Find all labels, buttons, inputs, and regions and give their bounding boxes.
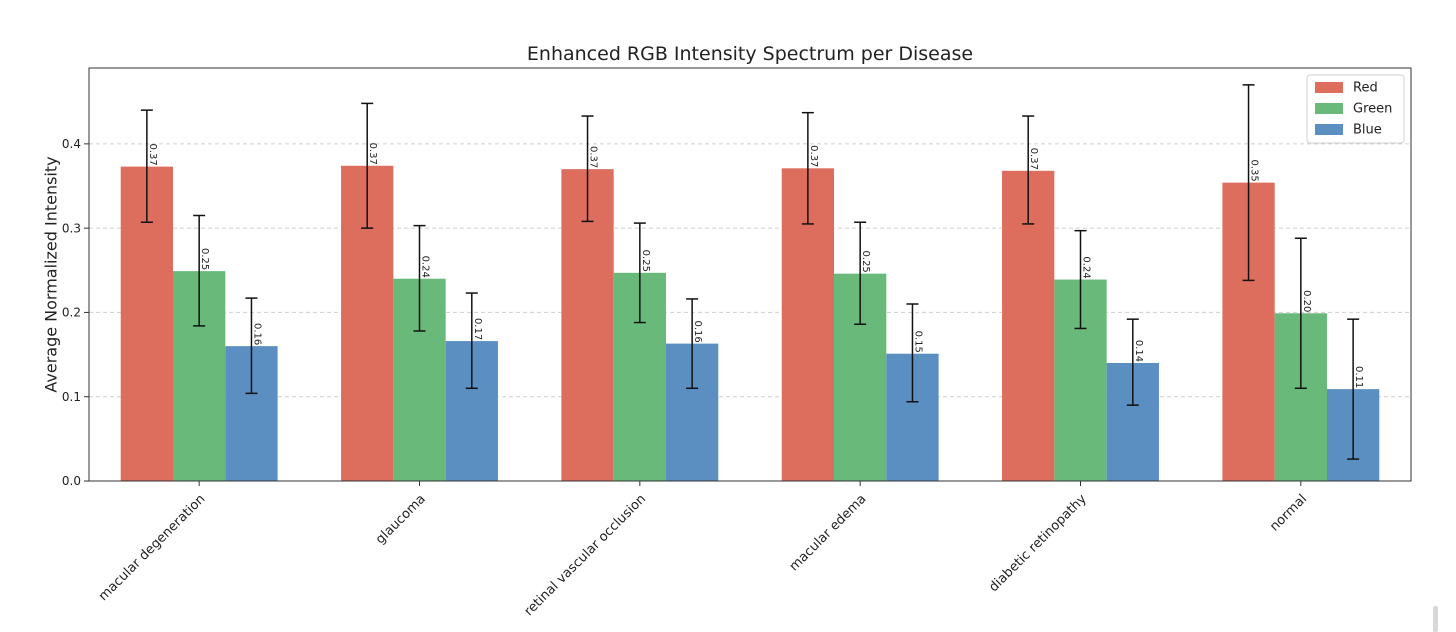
plot-frame bbox=[88, 67, 1412, 482]
y-tick-label: 0.0 bbox=[62, 474, 81, 488]
bar-value-label: 0.24 bbox=[1081, 256, 1092, 278]
chart-title: Enhanced RGB Intensity Spectrum per Dise… bbox=[527, 43, 973, 65]
x-tick-label: macular degeneration bbox=[96, 492, 208, 604]
grid-lines bbox=[89, 143, 1411, 398]
bar-value-label: 0.35 bbox=[1249, 159, 1260, 181]
y-tick-label: 0.3 bbox=[62, 221, 81, 235]
bars-group bbox=[120, 165, 1380, 482]
y-tick-label: 0.1 bbox=[62, 390, 81, 404]
bar-value-label: 0.37 bbox=[367, 143, 378, 165]
x-tick-label: retinal vascular occlusion bbox=[522, 492, 649, 619]
y-axis-label: Average Normalized Intensity bbox=[42, 156, 61, 392]
legend-swatch-red bbox=[1315, 82, 1343, 93]
bar-value-label: 0.37 bbox=[147, 143, 158, 165]
bar-value-label: 0.20 bbox=[1301, 290, 1312, 312]
bar-value-label: 0.14 bbox=[1133, 340, 1144, 362]
bar-value-label: 0.25 bbox=[860, 251, 871, 273]
bar-value-label: 0.37 bbox=[808, 145, 819, 167]
x-tick-label: macular edema bbox=[787, 492, 870, 575]
error-bars-group bbox=[140, 84, 1360, 460]
x-tick-label: diabetic retinopathy bbox=[986, 491, 1090, 595]
y-tick-label: 0.4 bbox=[62, 137, 81, 151]
y-tick-label: 0.2 bbox=[62, 306, 81, 320]
scrollbar-handle[interactable] bbox=[1433, 606, 1438, 632]
bar-value-label: 0.37 bbox=[588, 146, 599, 168]
legend-swatch-blue bbox=[1315, 124, 1343, 135]
x-axis-ticks: macular degeneration glaucoma retinal vasc… bbox=[96, 481, 1310, 619]
bar-value-label: 0.11 bbox=[1353, 366, 1364, 388]
bar-value-label: 0.25 bbox=[640, 250, 651, 272]
legend-label-blue: Blue bbox=[1353, 123, 1382, 138]
bar-value-label: 0.25 bbox=[199, 248, 210, 270]
legend-label-red: Red bbox=[1353, 81, 1378, 96]
bar-value-label: 0.24 bbox=[420, 256, 431, 278]
legend-swatch-green bbox=[1315, 103, 1343, 114]
legend-label-green: Green bbox=[1353, 102, 1392, 117]
x-tick-label: normal bbox=[1267, 492, 1310, 535]
legend: Red Green Blue bbox=[1306, 74, 1405, 144]
bar-value-labels: 0.37 0.25 0.16 0.37 0.24 0.17 0.37 0.25 0.16 0.37… bbox=[147, 143, 1364, 389]
bar-value-label: 0.16 bbox=[692, 320, 703, 342]
bar-value-label: 0.37 bbox=[1028, 148, 1039, 170]
bar-value-label: 0.16 bbox=[251, 323, 262, 345]
y-axis-ticks: 0.0 0.1 0.2 0.3 0.4 bbox=[62, 137, 89, 488]
x-tick-label: glaucoma bbox=[373, 492, 429, 548]
bar-value-label: 0.15 bbox=[912, 331, 923, 353]
bar-value-label: 0.17 bbox=[472, 318, 483, 340]
